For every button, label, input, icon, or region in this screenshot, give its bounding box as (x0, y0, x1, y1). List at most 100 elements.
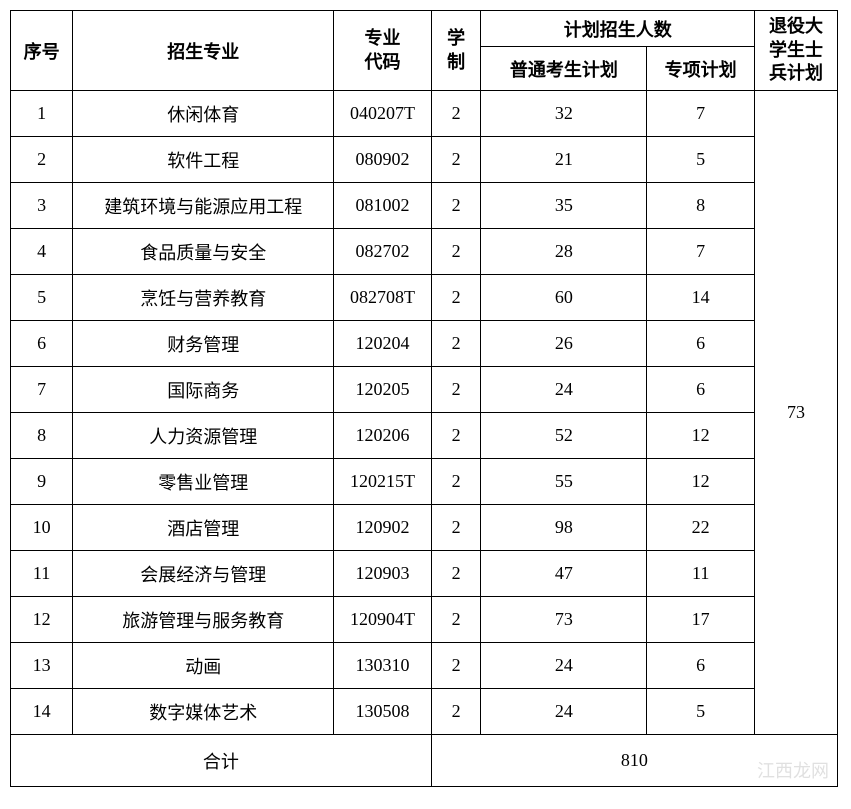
header-plan-group: 计划招生人数 (481, 11, 755, 47)
header-system: 学 制 (431, 11, 481, 91)
cell-code: 082702 (334, 229, 431, 275)
cell-seq: 6 (11, 321, 73, 367)
cell-plan-normal: 55 (481, 459, 647, 505)
cell-plan-special: 6 (647, 367, 755, 413)
cell-plan-special: 17 (647, 597, 755, 643)
table-row: 4食品质量与安全0827022287 (11, 229, 838, 275)
cell-plan-special: 5 (647, 689, 755, 735)
cell-system: 2 (431, 91, 481, 137)
cell-plan-special: 12 (647, 459, 755, 505)
cell-plan-normal: 32 (481, 91, 647, 137)
cell-major: 动画 (73, 643, 334, 689)
cell-plan-normal: 21 (481, 137, 647, 183)
cell-major: 软件工程 (73, 137, 334, 183)
cell-plan-normal: 47 (481, 551, 647, 597)
cell-plan-normal: 60 (481, 275, 647, 321)
cell-system: 2 (431, 413, 481, 459)
cell-plan-normal: 52 (481, 413, 647, 459)
cell-seq: 10 (11, 505, 73, 551)
table-row: 5烹饪与营养教育082708T26014 (11, 275, 838, 321)
header-plan-normal: 普通考生计划 (481, 47, 647, 91)
cell-system: 2 (431, 597, 481, 643)
cell-system: 2 (431, 459, 481, 505)
table-body: 1休闲体育040207T2327732软件工程08090222153建筑环境与能… (11, 91, 838, 735)
cell-plan-normal: 98 (481, 505, 647, 551)
table-row: 3建筑环境与能源应用工程0810022358 (11, 183, 838, 229)
cell-plan-special: 12 (647, 413, 755, 459)
cell-code: 130508 (334, 689, 431, 735)
cell-plan-normal: 24 (481, 643, 647, 689)
cell-retired: 73 (755, 91, 838, 735)
cell-seq: 8 (11, 413, 73, 459)
cell-major: 财务管理 (73, 321, 334, 367)
cell-code: 080902 (334, 137, 431, 183)
cell-seq: 2 (11, 137, 73, 183)
table-row: 13动画1303102246 (11, 643, 838, 689)
cell-plan-normal: 28 (481, 229, 647, 275)
cell-major: 烹饪与营养教育 (73, 275, 334, 321)
cell-seq: 5 (11, 275, 73, 321)
cell-major: 建筑环境与能源应用工程 (73, 183, 334, 229)
cell-code: 130310 (334, 643, 431, 689)
cell-seq: 13 (11, 643, 73, 689)
cell-major: 食品质量与安全 (73, 229, 334, 275)
cell-code: 120205 (334, 367, 431, 413)
cell-seq: 1 (11, 91, 73, 137)
cell-plan-special: 5 (647, 137, 755, 183)
table-row: 9零售业管理120215T25512 (11, 459, 838, 505)
cell-system: 2 (431, 367, 481, 413)
cell-code: 081002 (334, 183, 431, 229)
cell-major: 人力资源管理 (73, 413, 334, 459)
cell-code: 120904T (334, 597, 431, 643)
cell-major: 零售业管理 (73, 459, 334, 505)
cell-code: 120206 (334, 413, 431, 459)
cell-plan-normal: 35 (481, 183, 647, 229)
cell-system: 2 (431, 689, 481, 735)
cell-plan-normal: 24 (481, 367, 647, 413)
table-row: 1休闲体育040207T232773 (11, 91, 838, 137)
cell-major: 旅游管理与服务教育 (73, 597, 334, 643)
cell-plan-normal: 26 (481, 321, 647, 367)
cell-plan-normal: 24 (481, 689, 647, 735)
enrollment-table: 序号 招生专业 专业 代码 学 制 计划招生人数 退役大 学生士 兵计划 普通考… (10, 10, 838, 787)
cell-seq: 14 (11, 689, 73, 735)
cell-system: 2 (431, 183, 481, 229)
header-seq: 序号 (11, 11, 73, 91)
table-row: 11会展经济与管理12090324711 (11, 551, 838, 597)
cell-plan-special: 7 (647, 229, 755, 275)
cell-code: 120902 (334, 505, 431, 551)
cell-seq: 9 (11, 459, 73, 505)
table-row: 10酒店管理12090229822 (11, 505, 838, 551)
footer-total-label: 合计 (11, 735, 432, 787)
cell-system: 2 (431, 505, 481, 551)
header-major: 招生专业 (73, 11, 334, 91)
cell-code: 120903 (334, 551, 431, 597)
cell-system: 2 (431, 321, 481, 367)
footer-row: 合计 810 (11, 735, 838, 787)
footer-total-value: 810 (431, 735, 837, 787)
cell-major: 休闲体育 (73, 91, 334, 137)
table-row: 8人力资源管理12020625212 (11, 413, 838, 459)
cell-code: 082708T (334, 275, 431, 321)
cell-seq: 4 (11, 229, 73, 275)
cell-plan-special: 7 (647, 91, 755, 137)
table-row: 7国际商务1202052246 (11, 367, 838, 413)
cell-system: 2 (431, 137, 481, 183)
header-plan-special: 专项计划 (647, 47, 755, 91)
cell-plan-normal: 73 (481, 597, 647, 643)
cell-seq: 12 (11, 597, 73, 643)
cell-major: 数字媒体艺术 (73, 689, 334, 735)
cell-major: 会展经济与管理 (73, 551, 334, 597)
cell-code: 120215T (334, 459, 431, 505)
header-retired: 退役大 学生士 兵计划 (755, 11, 838, 91)
cell-plan-special: 11 (647, 551, 755, 597)
table-row: 6财务管理1202042266 (11, 321, 838, 367)
cell-major: 国际商务 (73, 367, 334, 413)
header-row-1: 序号 招生专业 专业 代码 学 制 计划招生人数 退役大 学生士 兵计划 (11, 11, 838, 47)
header-code: 专业 代码 (334, 11, 431, 91)
cell-plan-special: 8 (647, 183, 755, 229)
cell-plan-special: 14 (647, 275, 755, 321)
cell-code: 120204 (334, 321, 431, 367)
cell-seq: 7 (11, 367, 73, 413)
cell-plan-special: 22 (647, 505, 755, 551)
